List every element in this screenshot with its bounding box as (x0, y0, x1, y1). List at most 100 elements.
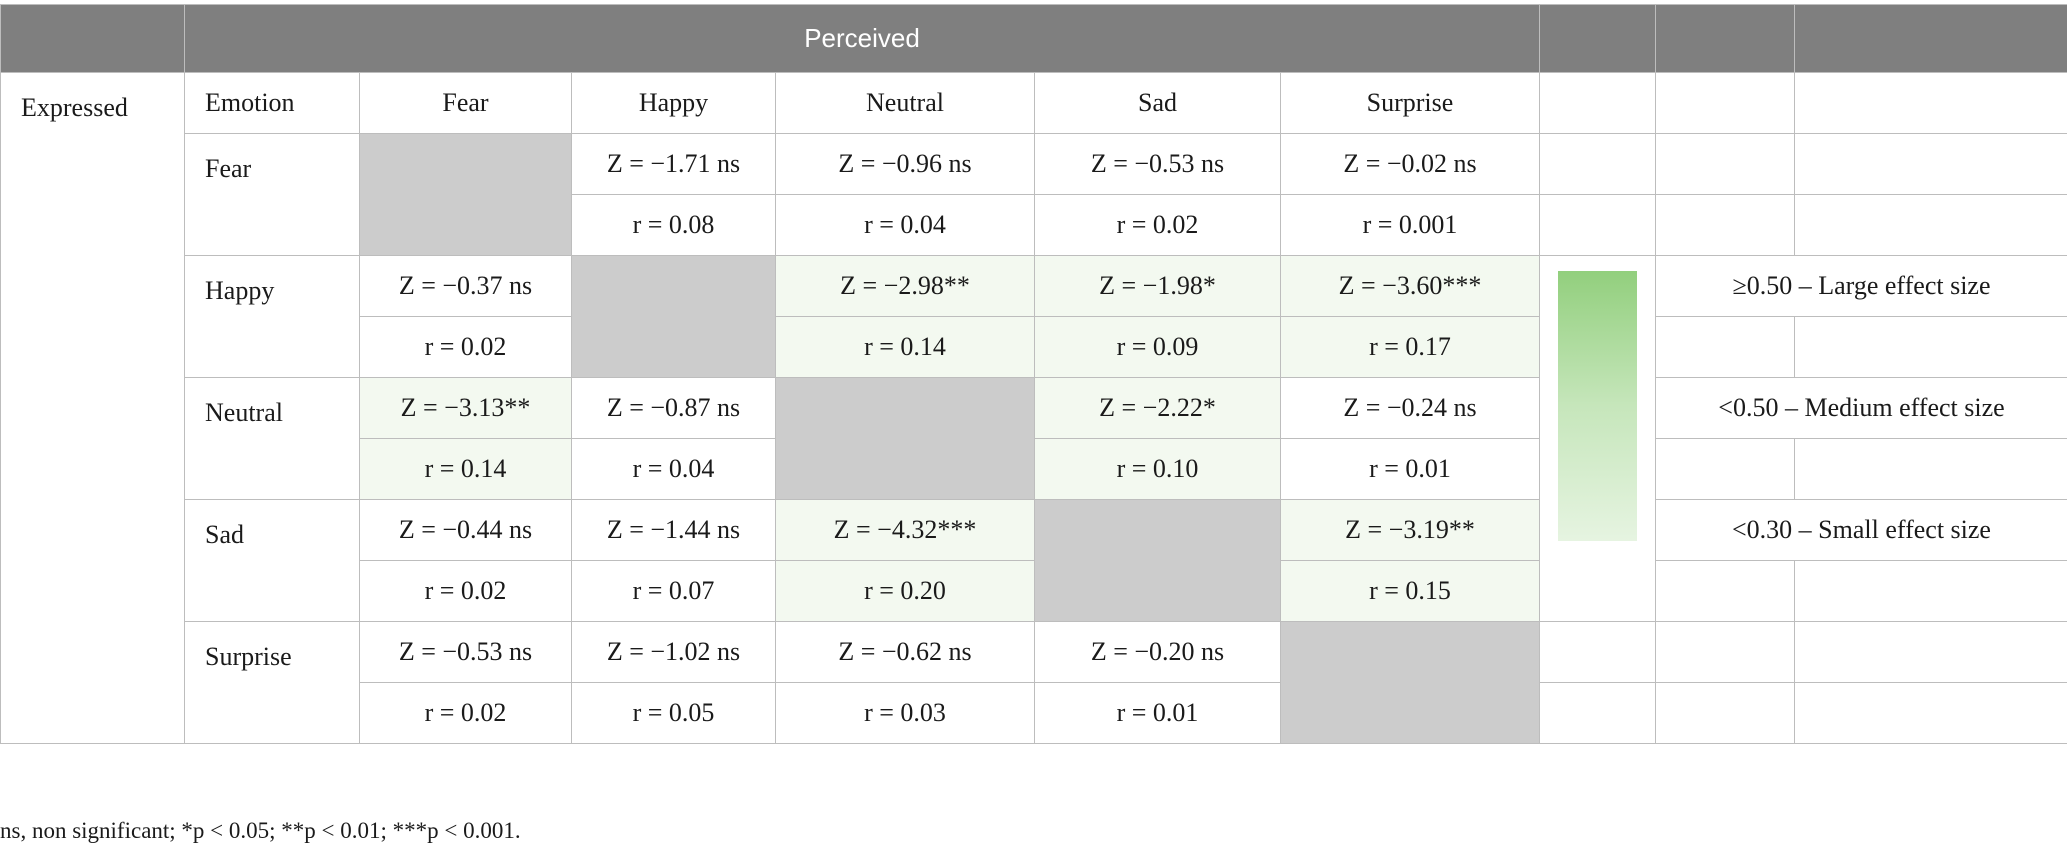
r-cell: r = 0.001 (1280, 194, 1540, 256)
z-cell: Z = −0.96 ns (775, 133, 1035, 195)
r-cell: r = 0.07 (571, 560, 776, 622)
blank-cell (1655, 72, 1795, 134)
header-blank-cell (0, 4, 185, 73)
r-cell: r = 0.01 (1280, 438, 1540, 500)
col-header-happy: Happy (571, 72, 776, 134)
column-header-row: Expressed Emotion Fear Happy Neutral Sad… (0, 72, 2067, 744)
z-cell: Z = −0.53 ns (359, 621, 572, 683)
emotion-col-label: Emotion (184, 72, 360, 134)
blank-cell (1539, 72, 1656, 134)
header-blank-cell (1539, 4, 1656, 73)
r-cell: r = 0.14 (359, 438, 572, 500)
r-cell: r = 0.02 (1034, 194, 1281, 256)
z-cell: Z = −3.60*** (1280, 255, 1540, 317)
table-row: r = 0.02 r = 0.07 r = 0.20 r = 0.15 (1, 560, 2067, 622)
z-cell: Z = −0.24 ns (1280, 377, 1540, 439)
r-cell: r = 0.14 (775, 316, 1035, 378)
blank-cell (1655, 133, 1795, 195)
col-header-surprise: Surprise (1280, 72, 1540, 134)
row-label-sad: Sad (184, 499, 360, 622)
r-cell: r = 0.04 (775, 194, 1035, 256)
r-cell: r = 0.01 (1034, 682, 1281, 744)
z-cell: Z = −0.20 ns (1034, 621, 1281, 683)
table-footnote: ns, non significant; *p < 0.05; **p < 0.… (0, 818, 521, 843)
blank-cell (1794, 194, 2067, 256)
r-cell: r = 0.03 (775, 682, 1035, 744)
r-cell: r = 0.05 (571, 682, 776, 744)
diagonal-cell (775, 377, 1035, 500)
table-row: Neutral Z = −3.13** Z = −0.87 ns Z = −2.… (1, 377, 2067, 500)
header-blank-cell (1655, 4, 1795, 73)
z-cell: Z = −0.87 ns (571, 377, 776, 439)
table-header-row: Perceived (0, 4, 2067, 73)
table-row: Sad Z = −0.44 ns Z = −1.44 ns Z = −4.32*… (1, 499, 2067, 622)
legend-medium: <0.50 – Medium effect size (1655, 377, 2067, 439)
z-cell: Z = −0.44 ns (359, 499, 572, 561)
blank-cell (1794, 682, 2067, 744)
blank-cell (1794, 133, 2067, 195)
r-cell: r = 0.17 (1280, 316, 1540, 378)
z-cell: Z = −1.44 ns (571, 499, 776, 561)
z-cell: Z = −4.32*** (775, 499, 1035, 561)
legend-small: <0.30 – Small effect size (1655, 499, 2067, 561)
table-row: r = 0.14 r = 0.04 r = 0.10 r = 0.01 (1, 438, 2067, 500)
blank-cell (1539, 194, 1656, 256)
blank-cell (1794, 438, 2067, 500)
r-cell: r = 0.04 (571, 438, 776, 500)
z-cell: Z = −0.53 ns (1034, 133, 1281, 195)
col-header-neutral: Neutral (775, 72, 1035, 134)
r-cell: r = 0.08 (571, 194, 776, 256)
table-row: r = 0.02 r = 0.05 r = 0.03 r = 0.01 (1, 682, 2067, 744)
z-cell: Z = −1.71 ns (571, 133, 776, 195)
r-cell: r = 0.10 (1034, 438, 1281, 500)
table-row: Happy Z = −0.37 ns Z = −2.98** Z = −1.98… (1, 255, 2067, 622)
table-row: Fear Z = −1.71 ns Z = −0.96 ns Z = −0.53… (1, 133, 2067, 256)
blank-cell (1539, 682, 1656, 744)
row-label-fear: Fear (184, 133, 360, 256)
z-cell: Z = −3.13** (359, 377, 572, 439)
table-row: Surprise Z = −0.53 ns Z = −1.02 ns Z = −… (1, 621, 2067, 744)
results-table: Perceived Expressed Emotion Fear Happy N… (0, 4, 2067, 744)
z-cell: Z = −1.02 ns (571, 621, 776, 683)
blank-cell (1655, 316, 1795, 378)
effect-size-gradient-cell (1539, 255, 1656, 622)
blank-cell (1794, 72, 2067, 134)
blank-cell (1539, 133, 1656, 195)
r-cell: r = 0.02 (359, 316, 572, 378)
r-cell: r = 0.09 (1034, 316, 1281, 378)
legend-large: ≥0.50 – Large effect size (1655, 255, 2067, 317)
effect-size-gradient-bar (1558, 271, 1637, 541)
z-cell: Z = −0.62 ns (775, 621, 1035, 683)
blank-cell (1655, 560, 1795, 622)
z-cell: Z = −2.22* (1034, 377, 1281, 439)
r-cell: r = 0.15 (1280, 560, 1540, 622)
diagonal-cell (1280, 621, 1540, 744)
blank-cell (1655, 621, 1795, 683)
col-header-sad: Sad (1034, 72, 1281, 134)
z-cell: Z = −2.98** (775, 255, 1035, 317)
diagonal-cell (359, 133, 572, 256)
z-cell: Z = −0.02 ns (1280, 133, 1540, 195)
header-blank-cell (1794, 4, 2067, 73)
diagonal-cell (571, 255, 776, 378)
diagonal-cell (1034, 499, 1281, 622)
blank-cell (1655, 438, 1795, 500)
row-label-happy: Happy (184, 255, 360, 378)
expressed-label: Expressed (0, 72, 185, 744)
r-cell: r = 0.20 (775, 560, 1035, 622)
col-header-fear: Fear (359, 72, 572, 134)
blank-cell (1794, 316, 2067, 378)
perceived-header: Perceived (184, 4, 1540, 73)
z-cell: Z = −0.37 ns (359, 255, 572, 317)
z-cell: Z = −1.98* (1034, 255, 1281, 317)
table-row: r = 0.02 r = 0.14 r = 0.09 r = 0.17 (1, 316, 2067, 378)
r-cell: r = 0.02 (359, 682, 572, 744)
blank-cell (1655, 194, 1795, 256)
r-cell: r = 0.02 (359, 560, 572, 622)
blank-cell (1655, 682, 1795, 744)
row-label-neutral: Neutral (184, 377, 360, 500)
blank-cell (1539, 621, 1656, 683)
z-cell: Z = −3.19** (1280, 499, 1540, 561)
row-label-surprise: Surprise (184, 621, 360, 744)
blank-cell (1794, 560, 2067, 622)
